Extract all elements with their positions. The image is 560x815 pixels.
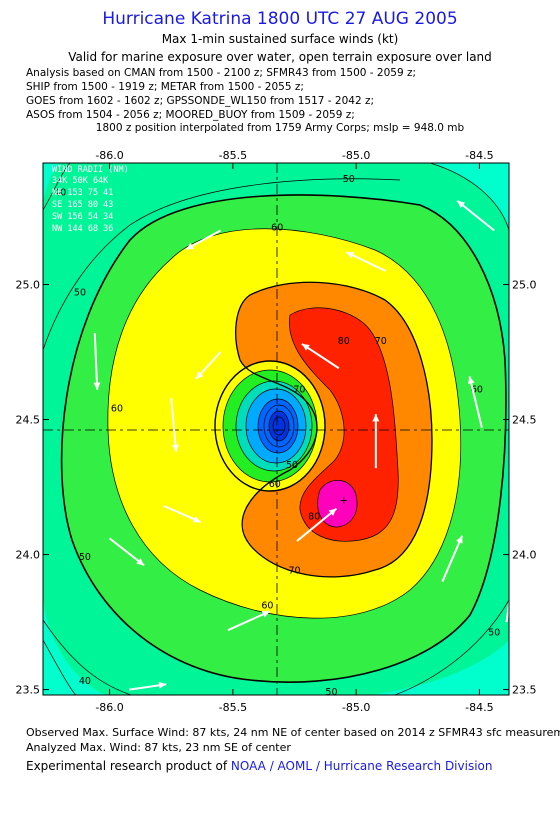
max-wind-marker: +	[340, 496, 348, 507]
wind-field: 40 50 60 70 80 70 60 60 50 60 80 70 60 50 50 40 50 50 +	[43, 163, 509, 698]
contour-label: 60	[271, 223, 283, 234]
contour-label: 40	[79, 676, 91, 687]
analysis-source-line: GOES from 1602 - 1602 z; GPSSONDE_WL150 …	[26, 95, 375, 107]
plot-frame	[42, 162, 510, 696]
observed-max-wind: Observed Max. Surface Wind: 87 kts, 24 n…	[26, 726, 560, 739]
contour-label: 70	[375, 336, 387, 347]
wind-vector	[163, 505, 202, 524]
contour-label: 50	[343, 174, 355, 185]
axis-ticks: -86.0 -86.0 -85.5 -85.5 -85.0 -85.0 -84.5 -84.5…	[16, 149, 537, 714]
contour-label: 50	[325, 687, 337, 698]
x-tick-label-bottom: -85.5	[219, 701, 247, 714]
contour-label: 50	[286, 460, 298, 471]
y-tick-label-right: 25.0	[512, 279, 537, 292]
credit-prefix: Experimental research product of	[26, 759, 231, 773]
wind-vector	[195, 351, 222, 380]
wind-radii-row: SW 156 54 34	[52, 212, 113, 222]
analysis-source-line: SHIP from 1500 - 1919 z; METAR from 1500…	[26, 81, 304, 93]
eye-core	[269, 411, 289, 441]
wind-vector	[456, 200, 495, 232]
y-tick-label-right: 24.5	[512, 414, 537, 427]
y-tick-label-left: 23.5	[16, 684, 41, 697]
x-tick-label-bottom: -85.0	[342, 701, 370, 714]
wind-vector	[505, 596, 509, 623]
y-tick-label-right: 24.0	[512, 549, 537, 562]
validity-note: Valid for marine exposure over water, op…	[68, 50, 492, 64]
contour-label: 70	[288, 565, 300, 576]
wind-vector	[185, 229, 222, 251]
contour-label: 60	[269, 479, 281, 490]
analysis-source-line: ASOS from 1504 - 2056 z; MOORED_BUOY fro…	[26, 109, 355, 121]
wind-vector	[108, 537, 145, 567]
wind-radii-row: NE 153 75 41	[52, 188, 113, 198]
credit-organization-link[interactable]: NOAA / AOML / Hurricane Research Divisio…	[230, 759, 493, 773]
wind-vector	[93, 333, 101, 390]
y-tick-label-left: 24.5	[16, 414, 41, 427]
x-tick-label-top: -85.0	[342, 149, 370, 162]
y-tick-label-left: 24.0	[16, 549, 41, 562]
wind-vector	[129, 681, 167, 691]
x-tick-label-top: -86.0	[95, 149, 123, 162]
contour-label: 40	[54, 187, 66, 198]
contour-label: 80	[338, 336, 350, 347]
position-interpolation-note: 1800 z position interpolated from 1759 A…	[95, 122, 465, 134]
wind-vector	[301, 343, 340, 370]
chart-subtitle: Max 1-min sustained surface winds (kt)	[161, 32, 399, 46]
x-tick-label-bottom: -86.0	[95, 701, 123, 714]
analysis-source-line: Analysis based on CMAN from 1500 - 2100 …	[26, 67, 417, 79]
wind-radii-row: NW 144 68 36	[52, 224, 113, 234]
x-tick-label-top: -84.5	[465, 149, 493, 162]
wind-radii-header: WIND RADII (NM)	[52, 165, 129, 175]
x-tick-label-bottom: -84.5	[465, 701, 493, 714]
x-tick-label-top: -85.5	[219, 149, 247, 162]
contour-label: 50	[79, 552, 91, 563]
contour-label: 80	[308, 511, 320, 522]
wind-radii-row: SE 165 80 43	[52, 200, 113, 210]
analyzed-max-wind: Analyzed Max. Wind: 87 kts, 23 nm SE of …	[26, 741, 291, 754]
y-tick-label-right: 23.5	[512, 684, 537, 697]
page-title: Hurricane Katrina 1800 UTC 27 AUG 2005	[102, 9, 458, 29]
contour-label: 70	[293, 385, 305, 396]
contour-label: 60	[471, 385, 483, 396]
contour-label: 60	[111, 403, 123, 414]
wind-vector	[441, 535, 464, 582]
wind-radii-table: WIND RADII (NM) 34K 50K 64K NE 153 75 41…	[52, 165, 129, 234]
y-tick-label-left: 25.0	[16, 279, 41, 292]
wind-radii-row: 34K 50K 64K	[52, 176, 109, 186]
wind-vector	[170, 397, 179, 453]
wind-vector	[227, 610, 271, 632]
credit-line: Experimental research product of NOAA / …	[26, 759, 492, 773]
contour-label: 60	[261, 601, 273, 612]
contour-labels: 40 50 60 70 80 70 60 60 50 60 80 70 60 50 50 40 50 50	[54, 174, 500, 698]
contour-label: 50	[74, 287, 86, 298]
wind-vector	[296, 507, 338, 542]
wind-vector	[372, 414, 380, 469]
wind-vector	[467, 376, 483, 428]
wind-vectors	[93, 200, 509, 691]
contour-label: 50	[488, 628, 500, 639]
wind-vector	[345, 251, 387, 272]
